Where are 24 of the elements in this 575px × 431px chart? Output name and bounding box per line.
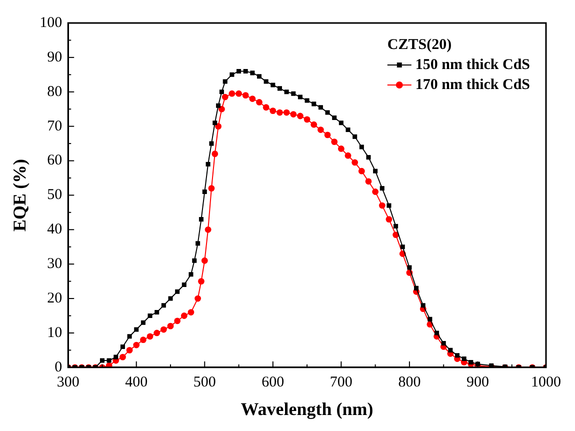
y-tick-label: 90 bbox=[47, 49, 62, 66]
legend-label: 150 nm thick CdS bbox=[415, 56, 530, 73]
y-tick-label: 20 bbox=[47, 290, 62, 306]
x-tick-label: 1000 bbox=[531, 374, 561, 390]
x-tick-label: 400 bbox=[125, 374, 148, 390]
x-tick-label: 600 bbox=[262, 374, 284, 390]
y-tick-label: 0 bbox=[54, 359, 62, 376]
y-tick-label: 60 bbox=[47, 152, 62, 169]
legend-label: 170 nm thick CdS bbox=[415, 76, 530, 93]
y-tick-label: 40 bbox=[47, 222, 62, 238]
y-tick-label: 100 bbox=[40, 14, 62, 31]
y-tick-label: 10 bbox=[47, 324, 62, 341]
y-tick-label: 80 bbox=[47, 84, 62, 100]
x-tick-label: 700 bbox=[330, 374, 352, 390]
x-tick-label: 900 bbox=[466, 374, 489, 390]
y-tick-label: 30 bbox=[47, 256, 62, 272]
y-axis-title: EQE (%) bbox=[9, 158, 30, 232]
x-axis-title: Wavelength (nm) bbox=[240, 398, 374, 419]
x-tick-label: 300 bbox=[56, 374, 80, 390]
y-tick-label: 50 bbox=[47, 187, 62, 204]
x-tick-label: 800 bbox=[398, 374, 421, 390]
y-tick-label: 70 bbox=[47, 118, 62, 134]
x-tick-label: 500 bbox=[193, 374, 216, 390]
legend-title: CZTS(20) bbox=[387, 36, 452, 53]
